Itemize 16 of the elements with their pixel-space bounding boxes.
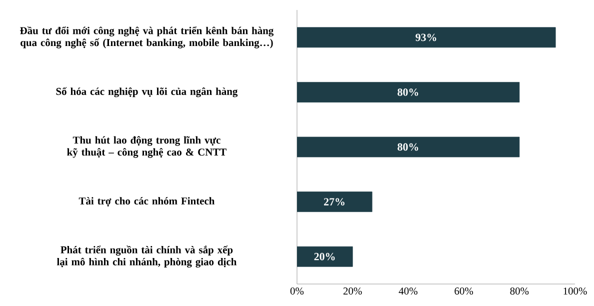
y-tick-label: Đầu tư đổi mới công nghệ và phát triển kênh bán hàng qua công nghệ số (Internet banking, mobile banking…) <box>20 26 274 48</box>
x-tick-label: 0% <box>290 288 304 295</box>
data-label: 80% <box>398 88 418 96</box>
y-tick-label: Tài trợ cho các nhóm Fintech <box>78 197 215 206</box>
data-label: 20% <box>314 252 335 260</box>
x-tick-label: 20% <box>343 288 362 295</box>
x-tick-label: 100% <box>564 288 587 295</box>
y-tick-label: Phát triển nguồn tài chính và sắp xếp lại mô hình chi nhánh, phòng giao dịch <box>56 246 237 268</box>
x-tick-label: 60% <box>454 288 474 295</box>
data-label: 93% <box>416 34 436 42</box>
data-label: 80% <box>398 143 418 151</box>
x-tick-label: 80% <box>510 288 529 295</box>
x-tick-label: 40% <box>398 288 418 295</box>
y-tick-label: Thu hút lao động trong lĩnh vực kỹ thuật – công nghệ cao & CNTT <box>67 136 226 158</box>
data-label: 27% <box>324 198 344 206</box>
y-tick-label: Số hóa các nghiệp vụ lõi của ngân hàng <box>56 87 238 98</box>
